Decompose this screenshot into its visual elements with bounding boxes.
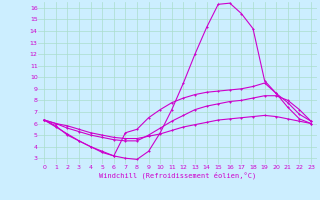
X-axis label: Windchill (Refroidissement éolien,°C): Windchill (Refroidissement éolien,°C): [99, 171, 256, 179]
